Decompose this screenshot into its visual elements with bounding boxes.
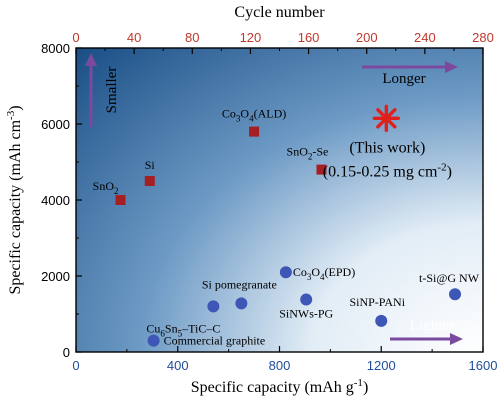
point-label-sub: 2 [308, 152, 313, 162]
x-bottom-tick-label: 400 [167, 358, 189, 373]
point-label-main: SnO [287, 145, 309, 159]
loading-label-main: (0.15-0.25 mg cm [323, 163, 438, 180]
point-label-sub2: 4 [249, 114, 254, 124]
point-label-mid: O [311, 265, 320, 279]
x-top-tick-label: 80 [185, 30, 199, 45]
y-tick-label: 4000 [41, 193, 70, 208]
longer-label: Longer [382, 71, 425, 87]
point-label: Co3O4(EPD) [293, 265, 355, 282]
point-label-main: SiNP-PANi [349, 295, 405, 309]
smaller-label: Smaller [104, 67, 120, 114]
lighter-label: Lighter [410, 318, 454, 334]
y-tick-label: 0 [63, 345, 70, 360]
plot-background [76, 48, 483, 352]
point-label-mid: Sn [165, 321, 178, 335]
left-axis: 0 2000 4000 6000 8000 [41, 41, 82, 360]
point-label-sub: 2 [114, 186, 119, 196]
point-label-suffix: (ALD) [254, 107, 287, 121]
point-label: Co3O4(ALD) [222, 107, 286, 124]
point-label-main: t-Si@G NW [419, 271, 480, 285]
circle-marker [375, 314, 388, 327]
x-top-tick-label: 120 [240, 30, 262, 45]
longer-arrow-head [445, 61, 458, 73]
point-label: t-Si@G NW [419, 271, 480, 285]
circle-marker [147, 334, 160, 347]
point-label-sub: 3 [307, 272, 312, 282]
point-label: SnO2 [93, 179, 119, 196]
x-bottom-tick-label: 0 [72, 358, 79, 373]
x-bottom-tick-label: 1600 [469, 358, 498, 373]
loading-label: (0.15-0.25 mg cm-2) [323, 161, 452, 180]
point-label-mid: O [240, 107, 249, 121]
point-label: Cu6Sn5–TiC–C [146, 321, 220, 338]
annotation-arrows: Smaller Longer Lighter [85, 53, 463, 345]
top-axis: 0 40 80 120 160 200 240 280 [72, 30, 494, 54]
y-tick-label: 6000 [41, 117, 70, 132]
loading-label-sup: -2 [437, 161, 446, 173]
y-tick-label: 2000 [41, 269, 70, 284]
data-points [115, 126, 462, 347]
point-label-sub: 3 [236, 114, 241, 124]
point-label-main: Cu [146, 321, 160, 335]
point-label: Commercial graphite [164, 334, 266, 348]
x-bottom-tick-label: 1200 [367, 358, 396, 373]
point-label-main: Si [145, 158, 156, 172]
point-label-main: Co [293, 265, 307, 279]
point-label-suffix: –TiC–C [181, 321, 220, 335]
x-top-tick-label: 160 [298, 30, 320, 45]
this-work-highlight: (This work) (0.15-0.25 mg cm-2) [323, 104, 452, 180]
x-axis-top-label: Cycle number [234, 4, 325, 21]
point-label-suffix: -Se [312, 145, 328, 159]
square-marker [249, 126, 260, 137]
square-marker [144, 176, 155, 186]
circle-marker [207, 300, 220, 313]
lighter-arrow-head [450, 333, 463, 345]
x-top-tick-label: 0 [72, 30, 79, 45]
x-top-tick-label: 240 [414, 30, 436, 45]
point-label-sub2: 4 [320, 272, 325, 282]
point-label-main: Si pomegranate [202, 277, 277, 291]
x-top-tick-label: 280 [472, 30, 494, 45]
square-marker [115, 195, 126, 205]
point-label: SiNP-PANi [349, 295, 405, 309]
circle-marker [449, 288, 462, 301]
point-label-sub2: 5 [178, 328, 183, 338]
x-top-tick-label: 40 [127, 30, 141, 45]
point-label-main: Co [222, 107, 236, 121]
x-bottom-tick-label: 800 [269, 358, 291, 373]
square-marker [316, 164, 327, 175]
this-work-label: (This work) [349, 139, 425, 156]
plot-frame [75, 47, 484, 353]
point-label-main: SnO [93, 179, 115, 193]
point-label-main: SiNWs-PG [279, 307, 333, 321]
circle-marker [279, 266, 292, 279]
loading-label-tail: ) [447, 163, 452, 180]
point-label: Si pomegranate [202, 277, 277, 291]
point-label-sub: 6 [160, 328, 165, 338]
x-axis-bottom-label: Specific capacity (mAh g-1) [191, 377, 369, 396]
point-label-suffix: (EPD) [325, 265, 356, 279]
point-label: SnO2-Se [287, 145, 329, 162]
point-label: Si [145, 158, 156, 172]
point-label: SiNWs-PG [279, 307, 333, 321]
circle-marker [235, 297, 248, 310]
point-label-main: Commercial graphite [164, 334, 266, 348]
x-top-tick-label: 200 [356, 30, 378, 45]
y-tick-label: 8000 [41, 41, 70, 56]
up-arrow-head [85, 53, 97, 66]
asterisk-stroke [376, 108, 397, 129]
circle-marker [300, 293, 313, 306]
y-axis-label: Specific capacity (mAh cm-3) [5, 105, 24, 294]
